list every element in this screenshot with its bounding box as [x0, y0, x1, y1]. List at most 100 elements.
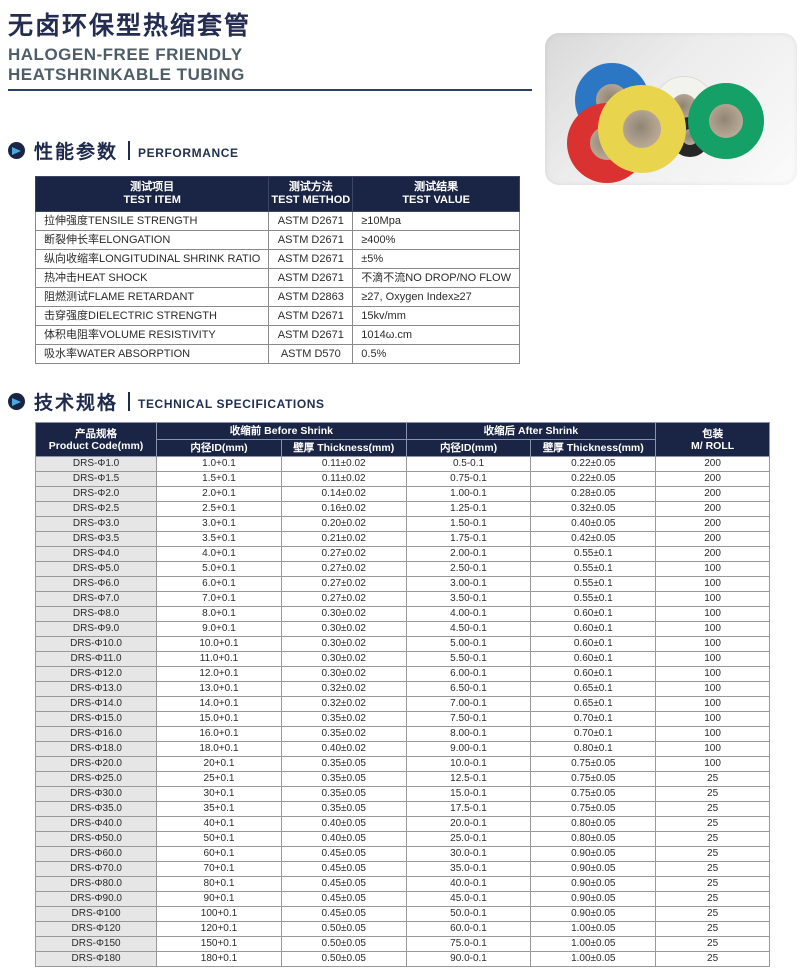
- table-cell: 20+0.1: [156, 756, 282, 772]
- page-title: 无卤环保型热缩套管: [8, 12, 252, 40]
- table-cell: 25: [655, 936, 770, 952]
- table-row: DRS-Φ12.0 12.0+0.1 0.30±0.02 6.00-0.1 0.60±0…: [34, 666, 770, 682]
- table-cell: 3.5+0.1: [156, 531, 282, 547]
- table-cell: ASTM D2671: [268, 211, 354, 231]
- table-cell: 0.90±0.05: [530, 906, 657, 922]
- table-cell: 7.00-0.1: [405, 696, 532, 712]
- table-cell: DRS-Φ2.5: [34, 501, 158, 517]
- table-cell: 25: [655, 921, 770, 937]
- table-cell: 200: [655, 471, 770, 487]
- table-cell: 9.00-0.1: [405, 741, 532, 757]
- table-cell: ≥27, Oxygen Index≥27: [352, 287, 520, 307]
- table-cell: 200: [655, 456, 770, 472]
- table-row: 断裂伸长率ELONGATION ASTM D2671 ≥400%: [34, 230, 520, 250]
- table-row: DRS-Φ150 150+0.1 0.50±0.05 75.0-0.1 1.00±0.0…: [34, 936, 770, 952]
- table-row: DRS-Φ100 100+0.1 0.45±0.05 50.0-0.1 0.90±0.0…: [34, 906, 770, 922]
- table-cell: 0.75±0.05: [530, 801, 657, 817]
- table-cell: 阻燃测试FLAME RETARDANT: [34, 287, 270, 307]
- table-cell: ASTM D2671: [268, 249, 354, 269]
- table-row: DRS-Φ1.5 1.5+0.1 0.11±0.02 0.75-0.1 0.22±0.0…: [34, 471, 770, 487]
- subheader-thickness-before: 壁厚 Thickness(mm): [280, 439, 407, 457]
- table-cell: 0.50±0.05: [280, 921, 407, 937]
- table-cell: 5.0+0.1: [156, 561, 282, 577]
- table-cell: 25.0-0.1: [405, 831, 532, 847]
- table-cell: 100: [655, 591, 770, 607]
- table-cell: 3.00-0.1: [405, 576, 532, 592]
- table-cell: 25: [655, 906, 770, 922]
- table-cell: DRS-Φ18.0: [34, 741, 158, 757]
- table-cell: 0.90±0.05: [530, 861, 657, 877]
- table-cell: 0.27±0.02: [280, 561, 407, 577]
- table-cell: DRS-Φ8.0: [34, 606, 158, 622]
- table-row: DRS-Φ6.0 6.0+0.1 0.27±0.02 3.00-0.1 0.55±0.1…: [34, 576, 770, 592]
- product-photo: [545, 33, 797, 185]
- table-cell: 0.75±0.05: [530, 771, 657, 787]
- table-cell: 1.00±0.05: [530, 936, 657, 952]
- table-cell: 3.50-0.1: [405, 591, 532, 607]
- table-cell: 4.50-0.1: [405, 621, 532, 637]
- table-cell: 1.75-0.1: [405, 531, 532, 547]
- table-cell: 35+0.1: [156, 801, 282, 817]
- table-cell: 100: [655, 606, 770, 622]
- performance-title-en: PERFORMANCE: [138, 145, 239, 160]
- table-cell: 6.0+0.1: [156, 576, 282, 592]
- table-row: DRS-Φ60.0 60+0.1 0.45±0.05 30.0-0.1 0.90±0.0…: [34, 846, 770, 862]
- table-cell: 1.25-0.1: [405, 501, 532, 517]
- header-cn: 测试方法: [288, 181, 333, 193]
- header-cn: 测试结果: [414, 181, 459, 193]
- header-en: TEST METHOD: [271, 194, 351, 206]
- performance-section-header: 性能参数 PERFORMANCE: [8, 137, 800, 164]
- table-cell: 0.45±0.05: [280, 906, 407, 922]
- table-cell: 100: [655, 696, 770, 712]
- table-cell: 9.0+0.1: [156, 621, 282, 637]
- table-cell: 100: [655, 651, 770, 667]
- table-cell: 30+0.1: [156, 786, 282, 802]
- table-cell: DRS-Φ13.0: [34, 681, 158, 697]
- table-cell: 5.50-0.1: [405, 651, 532, 667]
- performance-table: 测试项目 TEST ITEM 测试方法 TEST METHOD 测试结果 TES…: [34, 176, 520, 364]
- table-cell: 0.40±0.05: [280, 831, 407, 847]
- table-cell: 0.60±0.1: [530, 636, 657, 652]
- performance-table-body: 拉伸强度TENSILE STRENGTH ASTM D2671 ≥10Mpa 断裂伸长…: [34, 211, 520, 364]
- table-cell: DRS-Φ30.0: [34, 786, 158, 802]
- table-cell: 0.28±0.05: [530, 486, 657, 502]
- table-cell: DRS-Φ11.0: [34, 651, 158, 667]
- table-cell: 0.45±0.05: [280, 891, 407, 907]
- table-cell: DRS-Φ150: [34, 936, 158, 952]
- table-cell: ±5%: [352, 249, 520, 269]
- table-cell: 0.60±0.1: [530, 666, 657, 682]
- table-cell: 25: [655, 831, 770, 847]
- column-group-after-shrink: 收缩后 After Shrink: [405, 422, 657, 440]
- table-cell: 150+0.1: [156, 936, 282, 952]
- table-cell: 0.30±0.02: [280, 636, 407, 652]
- table-row: 击穿强度DIELECTRIC STRENGTH ASTM D2671 15kv/mm: [34, 306, 520, 326]
- table-cell: 0.35±0.05: [280, 771, 407, 787]
- table-row: DRS-Φ7.0 7.0+0.1 0.27±0.02 3.50-0.1 0.55±0.1…: [34, 591, 770, 607]
- table-cell: 0.32±0.02: [280, 696, 407, 712]
- table-row: DRS-Φ80.0 80+0.1 0.45±0.05 40.0-0.1 0.90±0.0…: [34, 876, 770, 892]
- table-cell: 0.45±0.05: [280, 876, 407, 892]
- specs-table: 产品规格 Product Code(mm) 收缩前 Before Shrink …: [34, 422, 770, 967]
- table-cell: 18.0+0.1: [156, 741, 282, 757]
- table-cell: 100: [655, 681, 770, 697]
- table-cell: 12.5-0.1: [405, 771, 532, 787]
- table-cell: 0.50±0.05: [280, 936, 407, 952]
- specs-title-en: TECHNICAL SPECIFICATIONS: [138, 396, 325, 411]
- table-row: DRS-Φ1.0 1.0+0.1 0.11±0.02 0.5-0.1 0.22±0.05…: [34, 456, 770, 472]
- table-row: DRS-Φ4.0 4.0+0.1 0.27±0.02 2.00-0.1 0.55±0.1…: [34, 546, 770, 562]
- table-cell: 1.00-0.1: [405, 486, 532, 502]
- table-cell: 0.50±0.05: [280, 951, 407, 967]
- table-cell: 0.32±0.05: [530, 501, 657, 517]
- table-cell: 0.30±0.02: [280, 666, 407, 682]
- table-row: DRS-Φ10.0 10.0+0.1 0.30±0.02 5.00-0.1 0.60±0…: [34, 636, 770, 652]
- table-cell: 0.30±0.02: [280, 606, 407, 622]
- table-cell: 10.0-0.1: [405, 756, 532, 772]
- table-cell: 25: [655, 861, 770, 877]
- table-row: DRS-Φ70.0 70+0.1 0.45±0.05 35.0-0.1 0.90±0.0…: [34, 861, 770, 877]
- table-row: DRS-Φ3.5 3.5+0.1 0.21±0.02 1.75-0.1 0.42±0.0…: [34, 531, 770, 547]
- table-cell: 0.65±0.1: [530, 681, 657, 697]
- table-cell: 0.30±0.02: [280, 621, 407, 637]
- table-row: DRS-Φ25.0 25+0.1 0.35±0.05 12.5-0.1 0.75±0.0…: [34, 771, 770, 787]
- table-row: DRS-Φ18.0 18.0+0.1 0.40±0.02 9.00-0.1 0.80±0…: [34, 741, 770, 757]
- table-cell: DRS-Φ25.0: [34, 771, 158, 787]
